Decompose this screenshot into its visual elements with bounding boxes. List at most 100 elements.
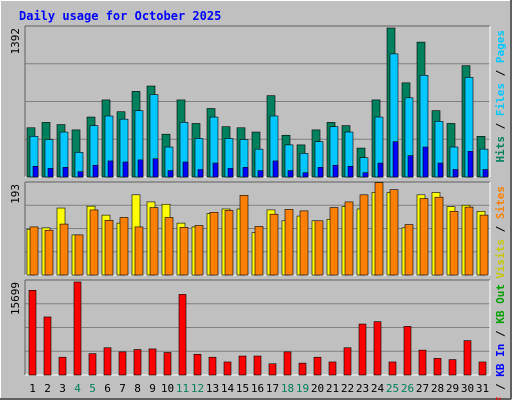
kb-f-bar [328, 361, 337, 376]
kb-f-bar [73, 281, 82, 376]
pages-bar [227, 168, 234, 178]
pages-bar [377, 162, 384, 178]
kb-f-bar [388, 361, 397, 376]
kb-f-bar [433, 358, 442, 376]
kb-f-bar [283, 351, 292, 376]
kb-f-bar [253, 355, 262, 376]
kb-f-bar [88, 353, 97, 376]
pages-bar [392, 141, 399, 178]
x-tick-label: 28 [431, 382, 444, 395]
pages-bar [32, 166, 39, 178]
sites-bar [389, 189, 399, 276]
x-tick-label: 7 [119, 382, 126, 395]
legend-files: Files [494, 83, 507, 116]
panel-3-ymax-label: 15699 [9, 282, 22, 315]
pages-bar [107, 160, 114, 178]
kb-f-bar [223, 361, 232, 376]
sites-bar [209, 211, 219, 276]
sites-bar [479, 214, 489, 276]
kb-f-bar [28, 289, 37, 376]
kb-f-bar [118, 351, 127, 376]
sites-bar [194, 225, 204, 276]
sites-bar [419, 198, 429, 276]
pages-bar [197, 169, 204, 178]
sites-bar [329, 207, 339, 276]
sites-bar [269, 213, 279, 276]
sites-bar [89, 209, 99, 276]
sites-bar [299, 210, 309, 276]
panel-2-ymax-label: 193 [9, 184, 22, 204]
kb-f-bar [418, 349, 427, 376]
legend-pages: Pages [494, 30, 507, 63]
x-tick-label: 6 [104, 382, 111, 395]
x-tick-label: 16 [251, 382, 264, 395]
pages-bar [452, 169, 459, 178]
kb-f-bar [403, 326, 412, 376]
pages-bar [302, 172, 309, 178]
kb-f-bar [178, 294, 187, 376]
kb-f-bar [463, 340, 472, 376]
kb-f-bar [373, 321, 382, 376]
x-tick-label: 15 [236, 382, 249, 395]
kb-f-bar [208, 356, 217, 376]
kb-f-bar [343, 347, 352, 376]
kb-f-bar [448, 359, 457, 376]
x-tick-label: 13 [206, 382, 219, 395]
legend-sites: Sites [494, 186, 507, 219]
kb-f-bar [358, 323, 367, 376]
x-tick-label: 10 [161, 382, 174, 395]
sites-bar [104, 220, 114, 276]
chart-title: Daily usage for October 2025 [19, 9, 221, 23]
kb-f-bar [103, 347, 112, 376]
panel-1-legend: Hits / Files / Pages [494, 30, 507, 163]
legend-kb-out: KB Out [494, 284, 507, 324]
x-tick-label: 31 [476, 382, 489, 395]
pages-bar [437, 162, 444, 178]
pages-bar [212, 162, 219, 178]
kb-f-bar [313, 356, 322, 376]
sites-bar [464, 206, 474, 276]
pages-bar [347, 166, 354, 178]
x-tick-label: 1 [29, 382, 36, 395]
x-tick-label: 8 [134, 382, 141, 395]
kb-f-bar [193, 353, 202, 376]
legend-visits: Visits [494, 239, 507, 279]
pages-bar [317, 167, 324, 178]
sites-bar [44, 229, 54, 276]
pages-bar [257, 170, 264, 178]
x-tick-label: 5 [89, 382, 96, 395]
x-tick-label: 30 [461, 382, 474, 395]
kb-f-bar [148, 348, 157, 376]
pages-bar [467, 151, 474, 178]
x-tick-label: 23 [356, 382, 369, 395]
legend-kb-in: KB In [494, 344, 507, 377]
sites-bar [224, 210, 234, 276]
kb-f-bar [133, 349, 142, 376]
legend-hits: Hits [494, 136, 507, 163]
kb-f-bar [478, 361, 487, 376]
pages-bar [242, 167, 249, 178]
sites-bar [284, 209, 294, 276]
pages-bar [62, 167, 69, 178]
sites-bar [179, 227, 189, 276]
x-tick-label: 26 [401, 382, 414, 395]
sites-bar [254, 226, 264, 276]
pages-bar [407, 155, 414, 178]
sites-bar [29, 226, 39, 276]
pages-bar [362, 172, 369, 178]
pages-bar [92, 164, 99, 178]
x-tick-label: 20 [311, 382, 324, 395]
kb-f-bar [268, 363, 277, 376]
x-tick-label: 4 [74, 382, 81, 395]
pages-bar [167, 170, 174, 178]
sites-bar [434, 196, 444, 276]
sites-bar [239, 195, 249, 276]
sites-bar [359, 194, 369, 276]
pages-bar [137, 159, 144, 178]
x-tick-label: 12 [191, 382, 204, 395]
x-tick-label: 3 [59, 382, 66, 395]
sites-bar [314, 220, 324, 276]
x-tick-label: 22 [341, 382, 354, 395]
